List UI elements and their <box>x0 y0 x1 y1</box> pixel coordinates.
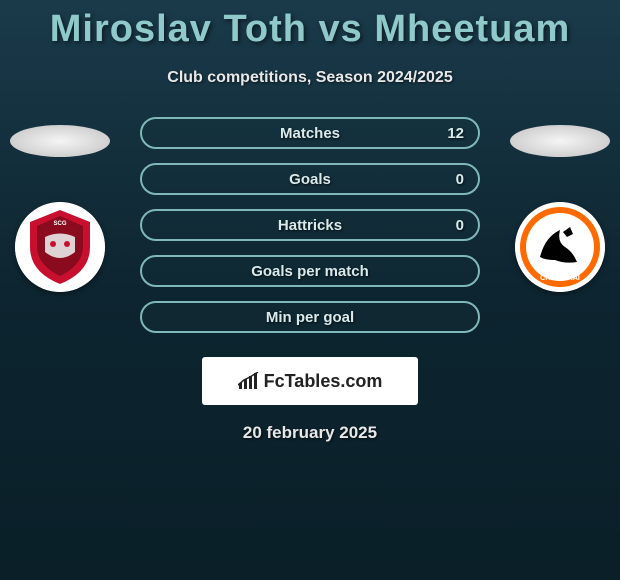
club-badge-left: SCG <box>15 202 105 292</box>
stat-row-matches: Matches 12 <box>140 117 480 149</box>
stat-label: Matches <box>280 125 340 142</box>
player-left-oval <box>10 125 110 157</box>
stat-right-value: 0 <box>456 171 464 188</box>
stat-row-min-per-goal: Min per goal <box>140 301 480 333</box>
stats-list: Matches 12 Goals 0 Hattricks 0 Goals per… <box>140 117 480 347</box>
brand-box[interactable]: FcTables.com <box>202 357 418 405</box>
page-title: Miroslav Toth vs Mheetuam <box>0 0 620 51</box>
player-right-oval <box>510 125 610 157</box>
comparison-area: SCG CHIANGRAI Matches 12 Goals 0 <box>0 117 620 347</box>
shield-icon: CHIANGRAI <box>515 202 605 292</box>
svg-text:SCG: SCG <box>53 221 66 227</box>
stat-label: Hattricks <box>278 217 342 234</box>
stat-label: Goals <box>289 171 331 188</box>
stat-right-value: 12 <box>447 125 464 142</box>
chart-icon <box>238 372 260 390</box>
stat-row-hattricks: Hattricks 0 <box>140 209 480 241</box>
date-label: 20 february 2025 <box>0 423 620 443</box>
brand-label: FcTables.com <box>238 371 383 392</box>
shield-icon: SCG <box>15 202 105 292</box>
stat-label: Goals per match <box>251 263 369 280</box>
stat-row-goals-per-match: Goals per match <box>140 255 480 287</box>
svg-text:CHIANGRAI: CHIANGRAI <box>540 275 580 282</box>
stat-row-goals: Goals 0 <box>140 163 480 195</box>
stat-right-value: 0 <box>456 217 464 234</box>
stat-label: Min per goal <box>266 309 354 326</box>
subtitle: Club competitions, Season 2024/2025 <box>0 69 620 87</box>
club-badge-right: CHIANGRAI <box>515 202 605 292</box>
brand-text: FcTables.com <box>264 371 383 392</box>
